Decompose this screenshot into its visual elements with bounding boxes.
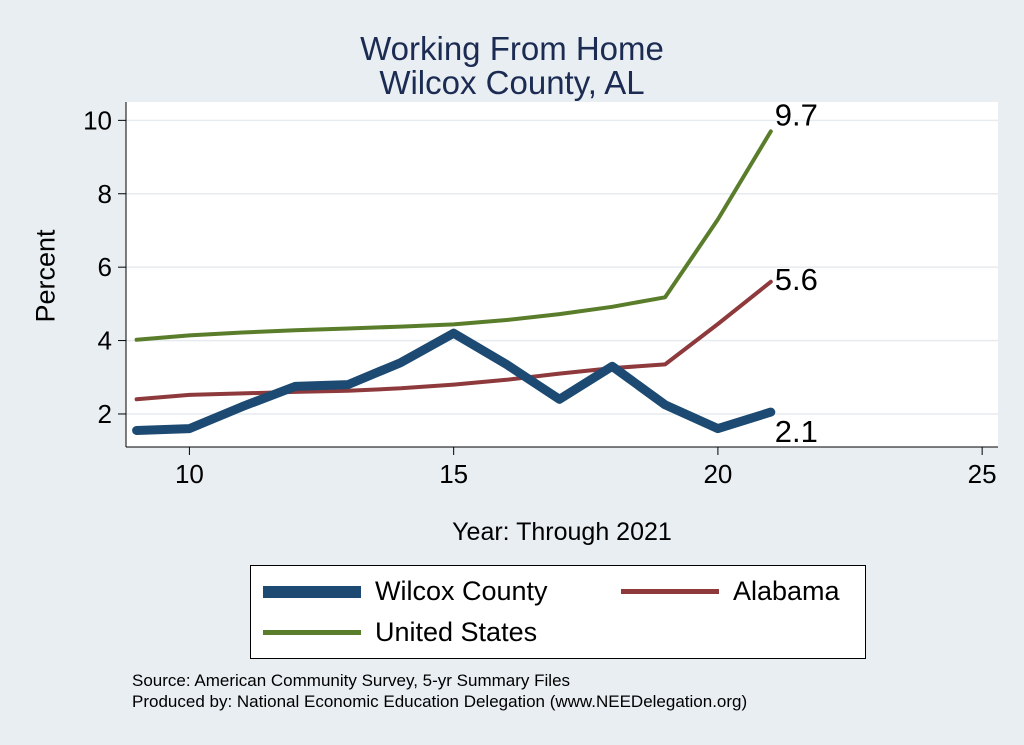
- y-tick-label: 6: [98, 252, 112, 282]
- legend-item-us: United States: [263, 617, 537, 648]
- y-tick-label: 10: [83, 105, 112, 135]
- chart-title: Working From Home: [360, 30, 664, 67]
- series-line-wilcox-county: [132, 328, 776, 435]
- legend-swatch-wilcox: [263, 585, 361, 598]
- legend: Wilcox County Alabama United States: [250, 565, 866, 659]
- x-tick-label: 25: [968, 459, 997, 489]
- series-line-alabama: [134, 279, 773, 402]
- end-label-wilcox-county: 2.1: [775, 414, 818, 449]
- y-tick-label: 2: [98, 399, 112, 429]
- legend-label-alabama: Alabama: [733, 576, 840, 606]
- plot-area: [126, 102, 998, 447]
- chart-subtitle: Wilcox County, AL: [379, 64, 645, 101]
- produced-by-note: Produced by: National Economic Education…: [132, 692, 748, 711]
- end-label-united-states: 9.7: [775, 97, 818, 132]
- legend-swatch-us: [263, 630, 361, 635]
- x-tick-label: 10: [175, 459, 204, 489]
- legend-label-us: United States: [375, 617, 538, 647]
- x-tick-label: 15: [439, 459, 468, 489]
- end-label-alabama: 5.6: [775, 262, 818, 297]
- series-line-united-states: [134, 129, 773, 342]
- legend-label-wilcox: Wilcox County: [375, 576, 548, 606]
- y-axis-label: Percent: [30, 229, 61, 323]
- legend-item-wilcox: Wilcox County: [263, 576, 548, 607]
- x-tick-label: 20: [703, 459, 732, 489]
- y-tick-label: 4: [98, 326, 112, 356]
- legend-item-alabama: Alabama: [621, 576, 840, 607]
- source-note: Source: American Community Survey, 5-yr …: [132, 671, 571, 690]
- legend-swatch-alabama: [621, 589, 719, 594]
- x-axis-label: Year: Through 2021: [452, 518, 672, 546]
- y-tick-label: 8: [98, 179, 112, 209]
